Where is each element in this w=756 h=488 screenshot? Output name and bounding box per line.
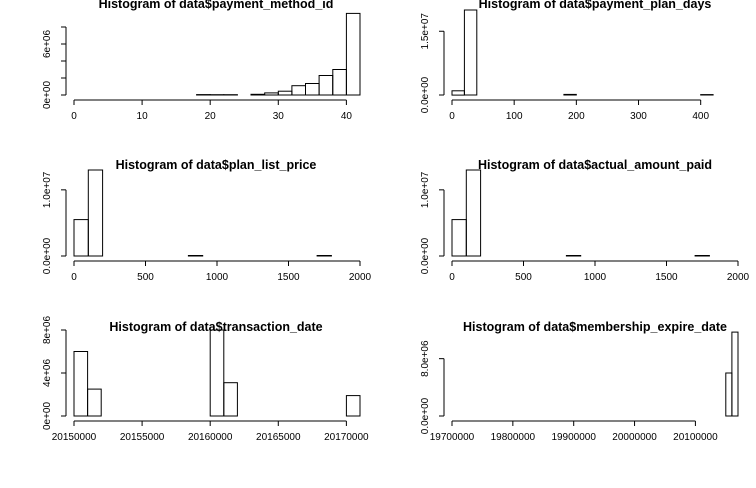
x-tick-label: 1500: [655, 272, 678, 283]
histogram-bar: [278, 91, 292, 95]
x-tick-label: 20000000: [612, 432, 657, 443]
x-tick-label: 20170000: [324, 432, 369, 443]
x-tick-label: 500: [137, 272, 154, 283]
x-tick-label: 0: [449, 272, 455, 283]
x-tick-label: 2000: [349, 272, 372, 283]
x-tick-label: 1500: [277, 272, 300, 283]
panel-title: Histogram of data$payment_method_id: [99, 0, 334, 11]
panel-title: Histogram of data$transaction_date: [109, 320, 322, 334]
x-tick-label: 0: [71, 272, 77, 283]
y-tick-label: 0e+00: [42, 402, 53, 431]
y-tick-label: 1.5e+07: [420, 13, 431, 50]
y-tick-label: 0.0e+00: [42, 237, 53, 274]
x-tick-label: 20165000: [256, 432, 301, 443]
histogram-bar: [210, 330, 224, 416]
histogram-bar: [74, 220, 88, 256]
histogram-bar: [346, 396, 360, 416]
panel-title: Histogram of data$payment_plan_days: [479, 0, 712, 11]
x-tick-label: 40: [341, 111, 353, 122]
histogram-bar: [292, 86, 306, 95]
x-tick-label: 19700000: [430, 432, 475, 443]
panel-title: Histogram of data$plan_list_price: [116, 158, 317, 172]
x-tick-label: 400: [692, 111, 709, 122]
panel-actual-amount-paid: Histogram of data$actual_amount_paid 0 50…: [420, 158, 750, 283]
y-tick-label: 0.0e+00: [420, 237, 431, 274]
x-tick-label: 100: [506, 111, 523, 122]
panel-transaction-date: Histogram of data$transaction_date 20150…: [42, 316, 369, 443]
histogram-bar: [88, 389, 102, 416]
histogram-bar: [566, 256, 580, 257]
histogram-bar: [188, 256, 202, 257]
x-tick-label: 300: [630, 111, 647, 122]
panel-title: Histogram of data$actual_amount_paid: [478, 158, 712, 172]
histogram-bar: [224, 383, 238, 416]
histogram-bar: [333, 70, 347, 96]
histogram-bar: [452, 91, 464, 95]
x-tick-label: 20155000: [120, 432, 165, 443]
histogram-bar: [306, 84, 320, 96]
histogram-bar: [726, 373, 732, 416]
y-tick-label: 8.0e+06: [420, 340, 431, 377]
x-tick-label: 10: [137, 111, 149, 122]
y-tick-label: 8e+06: [42, 316, 53, 345]
x-tick-label: 0: [449, 111, 455, 122]
histogram-bar: [695, 256, 709, 257]
y-tick-label: 0.0e+00: [420, 76, 431, 113]
y-tick-label: 6e+06: [42, 30, 53, 59]
y-tick-label: 4e+06: [42, 359, 53, 388]
panel-membership-expire-date: Histogram of data$membership_expire_date…: [420, 320, 738, 443]
y-tick-label: 0e+00: [42, 81, 53, 110]
x-tick-label: 20: [205, 111, 217, 122]
x-tick-label: 30: [273, 111, 285, 122]
histogram-bar: [265, 93, 279, 95]
panel-payment-method-id: Histogram of data$payment_method_id 0 10 2…: [42, 0, 360, 122]
x-tick-label: 1000: [206, 272, 229, 283]
x-tick-label: 1000: [584, 272, 607, 283]
panel-title: Histogram of data$membership_expire_date: [463, 320, 727, 334]
x-tick-label: 2000: [727, 272, 750, 283]
x-tick-label: 19900000: [551, 432, 596, 443]
x-tick-label: 500: [515, 272, 532, 283]
x-tick-label: 20160000: [188, 432, 233, 443]
y-tick-label: 1.0e+07: [42, 171, 53, 208]
panel-payment-plan-days: Histogram of data$payment_plan_days 0 100…: [420, 0, 713, 122]
x-tick-label: 200: [568, 111, 585, 122]
x-tick-label: 20100000: [673, 432, 718, 443]
histogram-bar: [88, 170, 102, 256]
histogram-bar: [346, 13, 360, 95]
histogram-bar: [74, 352, 88, 417]
histogram-bar: [317, 256, 331, 257]
x-tick-label: 19800000: [491, 432, 536, 443]
x-tick-label: 0: [71, 111, 77, 122]
histogram-bar: [732, 332, 738, 416]
histogram-bar: [564, 94, 576, 95]
histogram-bar: [452, 220, 466, 256]
x-tick-label: 20150000: [52, 432, 97, 443]
histogram-bar: [251, 94, 265, 95]
y-tick-label: 1.0e+07: [420, 171, 431, 208]
histogram-bar: [464, 10, 476, 95]
panel-plan-list-price: Histogram of data$plan_list_price 0 500 10…: [42, 158, 372, 283]
y-tick-label: 0.0e+00: [420, 397, 431, 434]
histogram-bar: [319, 76, 333, 96]
histogram-bar: [466, 170, 480, 256]
